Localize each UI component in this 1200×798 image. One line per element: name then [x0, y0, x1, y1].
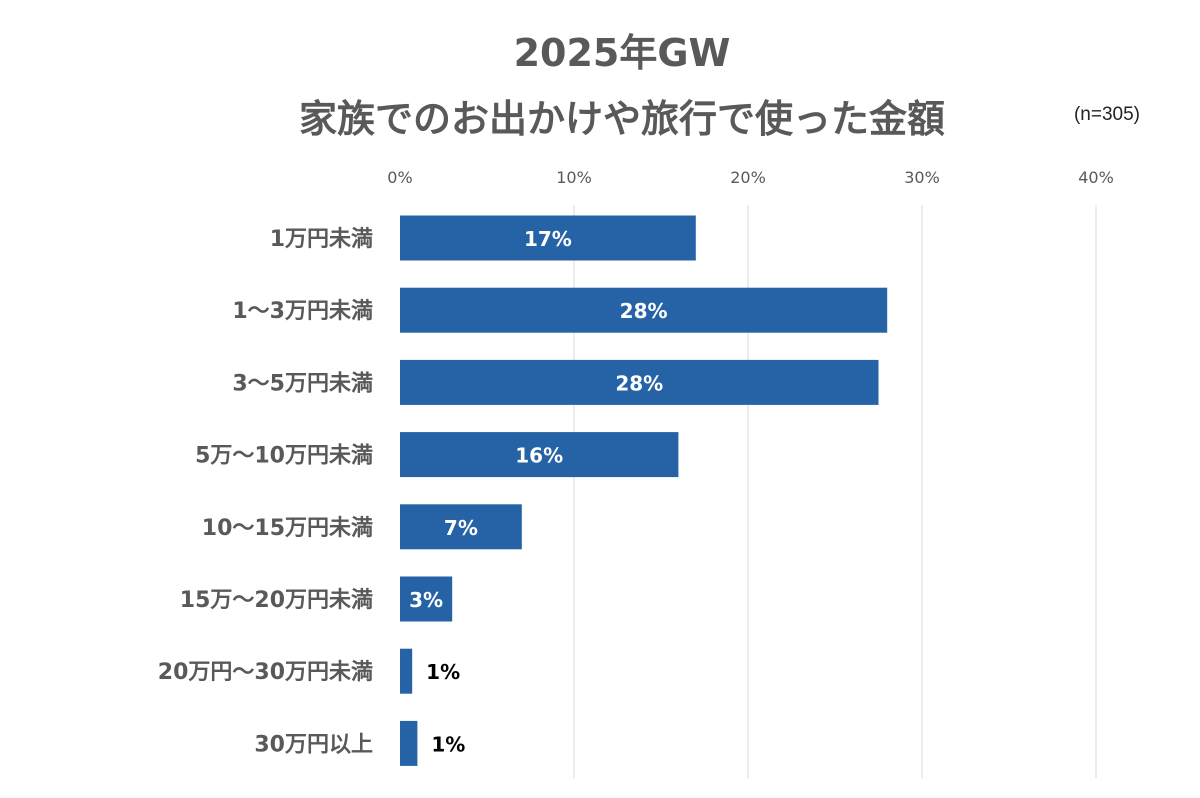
bar — [400, 359, 879, 405]
category-label: 5万～10万円未満 — [195, 443, 373, 469]
x-tick-label: 20% — [730, 168, 766, 187]
data-label: 3% — [409, 588, 443, 612]
x-tick-label: 0% — [387, 168, 412, 187]
x-tick-label: 40% — [1078, 168, 1114, 187]
category-label: 1～3万円未満 — [232, 298, 373, 324]
category-label: 20万円～30万円未満 — [158, 659, 373, 685]
data-label: 1% — [431, 732, 465, 756]
x-tick-label: 30% — [904, 168, 940, 187]
data-label: 17% — [524, 227, 572, 251]
data-label: 28% — [615, 371, 663, 395]
bar — [400, 576, 453, 622]
data-label: 16% — [515, 444, 563, 468]
category-label: 15万～20万円未満 — [180, 587, 373, 613]
category-label: 1万円未満 — [270, 226, 373, 252]
x-axis-ticks: 0% 10% 20% 30% 40% — [387, 168, 1113, 187]
data-label: 28% — [620, 299, 668, 323]
bar — [400, 215, 696, 261]
category-label: 30万円以上 — [254, 732, 373, 757]
sample-size-note: (n=305) — [1073, 104, 1140, 125]
category-label: 10～15万円未満 — [202, 515, 373, 541]
chart-title-line2: 家族でのお出かけや旅行で使った金額 — [298, 97, 945, 141]
bar — [400, 504, 522, 550]
bar — [400, 720, 418, 766]
data-label: 1% — [426, 660, 460, 684]
category-labels: 1万円未満 1～3万円未満 3～5万円未満 5万～10万円未満 10～15万円未満 15万… — [158, 226, 373, 757]
x-tick-label: 10% — [556, 168, 592, 187]
data-labels: 17% 28% 28% 16% 7% 3% 1% 1% — [409, 227, 667, 756]
bar — [400, 287, 888, 333]
data-label: 7% — [444, 516, 478, 540]
category-label: 3～5万円未満 — [232, 370, 373, 396]
bar — [400, 432, 679, 478]
bar — [400, 648, 413, 694]
chart-title-line1: 2025年GW — [513, 31, 731, 75]
bars — [400, 215, 888, 766]
